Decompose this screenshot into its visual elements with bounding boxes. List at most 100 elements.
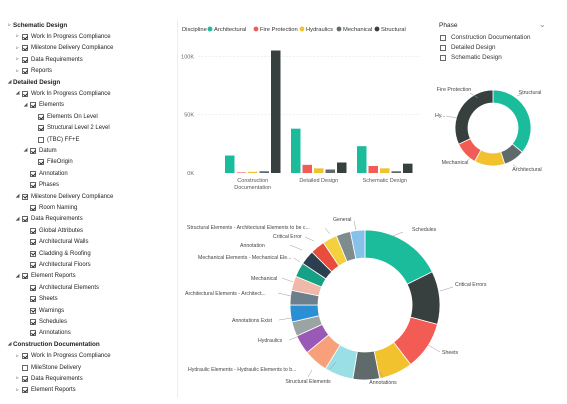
tree-checkbox[interactable] (30, 261, 36, 268)
tree-item[interactable]: ◢ Datum (22, 145, 57, 156)
collapse-triangle-icon[interactable]: ▹ (16, 56, 19, 63)
tree-checkbox[interactable] (22, 353, 28, 360)
tree-item[interactable]: FileOrigin (30, 157, 73, 168)
tree-checkbox[interactable] (22, 364, 28, 371)
expand-triangle-icon[interactable]: ◢ (7, 79, 12, 85)
phase-option[interactable]: Schematic Design (440, 53, 502, 62)
tree-item[interactable]: ◢ Detailed Design (6, 77, 61, 88)
tree-item[interactable]: ▹ Schematic Design (6, 20, 67, 31)
legend-entry: Architectural (214, 27, 246, 33)
tree-item[interactable]: ◢ Elements (22, 100, 64, 111)
expand-triangle-icon[interactable]: ◢ (23, 147, 28, 154)
tree-checkbox[interactable] (30, 204, 36, 211)
tree-checkbox[interactable] (30, 227, 36, 234)
tree-checkbox[interactable] (30, 147, 36, 154)
tree-item[interactable]: Architectural Elements (22, 282, 99, 293)
tree-item[interactable]: ▹ Work In Progress Compliance (14, 31, 111, 42)
tree-checkbox[interactable] (22, 193, 28, 200)
tree-item[interactable]: Phases (22, 180, 59, 191)
tree-checkbox[interactable] (38, 136, 44, 143)
tree-checkbox[interactable] (38, 159, 44, 166)
tree-item[interactable]: Structural Level 2 Level (30, 123, 110, 134)
phase-option[interactable]: Detailed Design (440, 43, 495, 52)
tree-item[interactable]: Cladding & Roofing (22, 248, 91, 259)
tree-checkbox[interactable] (30, 330, 36, 337)
expand-triangle-icon[interactable]: ◢ (15, 215, 20, 222)
collapse-triangle-icon[interactable]: ▹ (16, 44, 19, 51)
tree-item[interactable]: Global Attributes (22, 225, 83, 236)
tree-item[interactable]: (TBC) FF+E (30, 134, 80, 145)
tree-checkbox[interactable] (22, 45, 28, 52)
tree-item-label: Work In Progress Compliance (31, 353, 111, 360)
donut-leader (281, 277, 294, 283)
tree-checkbox[interactable] (30, 102, 36, 109)
tree-checkbox[interactable] (30, 239, 36, 246)
phase-checkbox[interactable] (440, 34, 446, 41)
tree-item[interactable]: ▹ Data Requirements (14, 54, 83, 65)
tree-checkbox[interactable] (30, 307, 36, 314)
tree-checkbox[interactable] (22, 90, 28, 97)
phase-checkbox[interactable] (440, 44, 446, 51)
tree-item-label: MileStone Delivery (31, 364, 82, 371)
tree-checkbox[interactable] (30, 170, 36, 177)
tree-item[interactable]: ◢ Construction Documentation (6, 339, 100, 350)
expand-triangle-icon[interactable]: ◢ (7, 341, 12, 348)
tree-item[interactable]: ▹ Data Requirements (14, 373, 83, 384)
tree-checkbox[interactable] (38, 113, 44, 120)
tree-item[interactable]: Schedules (22, 316, 67, 327)
tree-item-label: FileOrigin (47, 159, 73, 166)
tree-checkbox[interactable] (22, 68, 28, 75)
collapse-triangle-icon[interactable]: ▹ (16, 375, 19, 382)
tree-item[interactable]: Sheets (22, 294, 58, 305)
tree-checkbox[interactable] (22, 387, 28, 394)
tree-item[interactable]: ▹ Element Reports (14, 385, 76, 396)
tree-item[interactable]: ▹ Work In Progress Compliance (14, 351, 111, 362)
tree-checkbox[interactable] (22, 273, 28, 280)
tree-checkbox[interactable] (30, 318, 36, 325)
tree-item[interactable]: Annotation (22, 168, 68, 179)
tree-item[interactable]: Architectural Floors (22, 259, 91, 270)
tree-checkbox[interactable] (22, 216, 28, 223)
tree-checkbox[interactable] (30, 284, 36, 291)
phase-checkbox[interactable] (440, 54, 446, 61)
tree-item[interactable]: MileStone Delivery (14, 362, 81, 373)
tree-checkbox[interactable] (38, 125, 44, 132)
tree-item[interactable]: ◢ Element Reports (14, 271, 76, 282)
expand-triangle-icon[interactable]: ◢ (15, 90, 20, 97)
tree-checkbox[interactable] (30, 182, 36, 189)
collapse-triangle-icon[interactable]: ▹ (16, 352, 19, 359)
tree-item[interactable]: ▹ Milestone Delivery Compliance (14, 43, 113, 54)
collapse-triangle-icon[interactable]: ▹ (16, 67, 19, 74)
tree-item[interactable]: Architectural Walls (22, 237, 88, 248)
tree-checkbox[interactable] (22, 375, 28, 382)
tree-item-label: Global Attributes (39, 227, 84, 234)
tree-item-label: Construction Documentation (13, 341, 100, 349)
collapse-triangle-icon[interactable]: ▹ (16, 386, 19, 393)
tree-item[interactable]: Annotations (22, 328, 71, 339)
tree-item[interactable]: Warnings (22, 305, 64, 316)
legend-swatch (299, 26, 305, 32)
donut-leader (288, 336, 298, 341)
phase-option[interactable]: Construction Documentation (440, 33, 530, 42)
tree-item[interactable]: ◢ Work In Progress Compliance (14, 88, 111, 99)
tree-item[interactable]: ◢ Data Requirements (14, 214, 83, 225)
tree-checkbox[interactable] (30, 250, 36, 257)
collapse-triangle-icon[interactable]: ▹ (16, 33, 19, 40)
tree-item[interactable]: ◢ Milestone Delivery Compliance (14, 191, 113, 202)
tree-checkbox[interactable] (22, 56, 28, 63)
donut-slice (492, 89, 532, 153)
donut-label: Mechanical (442, 160, 469, 166)
expand-triangle-icon[interactable]: ◢ (23, 101, 28, 108)
chevron-down-icon[interactable]: ⌄ (539, 20, 546, 29)
tree-checkbox[interactable] (22, 33, 28, 40)
tree-item[interactable]: Room Naming (22, 202, 77, 213)
collapse-triangle-icon[interactable]: ▹ (8, 22, 11, 28)
tree-item[interactable]: Elements On Level (30, 111, 98, 122)
expand-triangle-icon[interactable]: ◢ (15, 193, 20, 199)
tree-checkbox[interactable] (30, 296, 36, 303)
expand-triangle-icon[interactable]: ◢ (15, 272, 20, 279)
donut-leader (467, 154, 475, 161)
legend-title: Discipline (182, 27, 207, 33)
bar (225, 155, 235, 173)
tree-item[interactable]: ▹ Reports (14, 66, 52, 77)
